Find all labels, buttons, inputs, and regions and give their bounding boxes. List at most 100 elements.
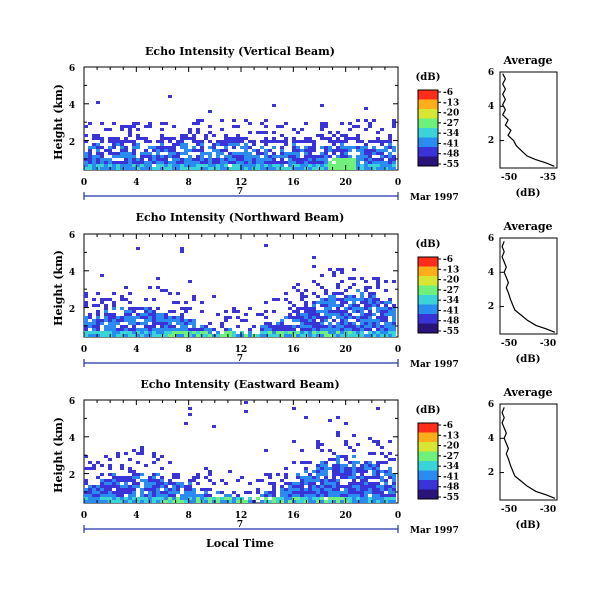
- heatmap-cell: [116, 452, 120, 455]
- heatmap-cell: [308, 334, 312, 337]
- heatmap-cell: [248, 334, 252, 337]
- heatmap-cell: [320, 494, 324, 497]
- heatmap-cell: [360, 328, 364, 331]
- heatmap-cell: [156, 494, 160, 497]
- heatmap-cell: [200, 149, 204, 152]
- heatmap-cell: [172, 500, 176, 503]
- heatmap-cell: [340, 467, 344, 470]
- heatmap-cell: [264, 500, 268, 503]
- heatmap-cell: [336, 304, 340, 307]
- colorbar-segment: [418, 285, 438, 288]
- y-tick-4: 4: [69, 434, 75, 444]
- heatmap-cell: [144, 479, 148, 482]
- x-axis-label: Local Time: [206, 537, 274, 550]
- heatmap-cell: [364, 461, 368, 464]
- heatmap-cell: [312, 482, 316, 485]
- heatmap-cell: [232, 143, 236, 146]
- heatmap-cell: [316, 470, 320, 473]
- heatmap-cell: [148, 146, 152, 149]
- colorbar: (dB) -6-13-20-27-34-41-48-55: [416, 72, 460, 170]
- heatmap-cell: [296, 310, 300, 313]
- heatmap-cell: [104, 482, 108, 485]
- heatmap-cell: [296, 494, 300, 497]
- heatmap-cell: [180, 494, 184, 497]
- heatmap-cell: [128, 158, 132, 161]
- heatmap-cell: [344, 319, 348, 322]
- heatmap-cell: [280, 149, 284, 152]
- heatmap-cell: [208, 161, 212, 164]
- heatmap-cell: [140, 155, 144, 158]
- colorbar-segment: [418, 445, 438, 449]
- heatmap-cell: [324, 325, 328, 328]
- heatmap-cell: [292, 488, 296, 491]
- heatmap-cell: [328, 155, 332, 158]
- heatmap-cell: [368, 331, 372, 334]
- heatmap-cell: [132, 328, 136, 331]
- colorbar-segment: [418, 329, 438, 332]
- heatmap-cell: [176, 292, 180, 295]
- heatmap-cell: [364, 164, 368, 167]
- heatmap-cell: [348, 328, 352, 331]
- heatmap-cell: [348, 473, 352, 476]
- colorbar-segment: [418, 154, 438, 157]
- heatmap-cell: [236, 167, 240, 170]
- heatmap-cell: [240, 161, 244, 164]
- x-tick: 0: [81, 178, 87, 188]
- heatmap-cell: [380, 461, 384, 464]
- heatmap-cell: [160, 331, 164, 334]
- heatmap-cell: [344, 328, 348, 331]
- heatmap-cell: [88, 316, 92, 319]
- heatmap-cell: [268, 161, 272, 164]
- heatmap-cell: [256, 158, 260, 161]
- heatmap-cell: [88, 146, 92, 149]
- heatmap-cell: [84, 482, 88, 485]
- heatmap-cell: [312, 161, 316, 164]
- heatmap-cell: [320, 128, 324, 131]
- heatmap-cell: [280, 158, 284, 161]
- colorbar-segment: [418, 291, 438, 294]
- heatmap-cell: [384, 319, 388, 322]
- colorbar-segment: [418, 268, 438, 271]
- heatmap-cell: [188, 164, 192, 167]
- colorbar-segment: [418, 476, 438, 479]
- heatmap-cell: [244, 146, 248, 149]
- heatmap-cell: [320, 104, 324, 107]
- heatmap-cell: [292, 167, 296, 170]
- heatmap-cell: [180, 158, 184, 161]
- heatmap-cell: [148, 319, 152, 322]
- heatmap-cell: [248, 497, 252, 500]
- heatmap-cell: [264, 137, 268, 140]
- heatmap-cell: [324, 149, 328, 152]
- heatmap-cell: [268, 500, 272, 503]
- heatmap-cell: [324, 319, 328, 322]
- heatmap-cell: [368, 316, 372, 319]
- heatmap-cell: [352, 328, 356, 331]
- heatmap-cell: [204, 497, 208, 500]
- heatmap-cell: [128, 322, 132, 325]
- heatmap-cell: [104, 500, 108, 503]
- heatmap-cell: [148, 500, 152, 503]
- heatmap-cell: [200, 494, 204, 497]
- heatmap-cell: [300, 322, 304, 325]
- average-frame: [499, 71, 558, 169]
- heatmap-cell: [328, 485, 332, 488]
- heatmap-cell: [208, 158, 212, 161]
- heatmap-cell: [148, 482, 152, 485]
- avg-x-tick: -35: [540, 173, 556, 183]
- heatmap-cell: [344, 158, 348, 161]
- heatmap-cell: [324, 485, 328, 488]
- heatmap-cell: [348, 488, 352, 491]
- heatmap-cell: [100, 319, 104, 322]
- heatmap-cell: [108, 322, 112, 325]
- heatmap-cell: [128, 458, 132, 461]
- colorbar-segment: [418, 143, 438, 146]
- heatmap-cell: [92, 491, 96, 494]
- heatmap-cell: [184, 325, 188, 328]
- heatmap-cell: [208, 322, 212, 325]
- heatmap-cell: [340, 464, 344, 467]
- heatmap-cell: [156, 286, 160, 289]
- heatmap-cell: [360, 307, 364, 310]
- x-tick: 0: [395, 178, 401, 188]
- average-title: Average: [502, 220, 552, 233]
- colorbar-segment: [418, 315, 438, 319]
